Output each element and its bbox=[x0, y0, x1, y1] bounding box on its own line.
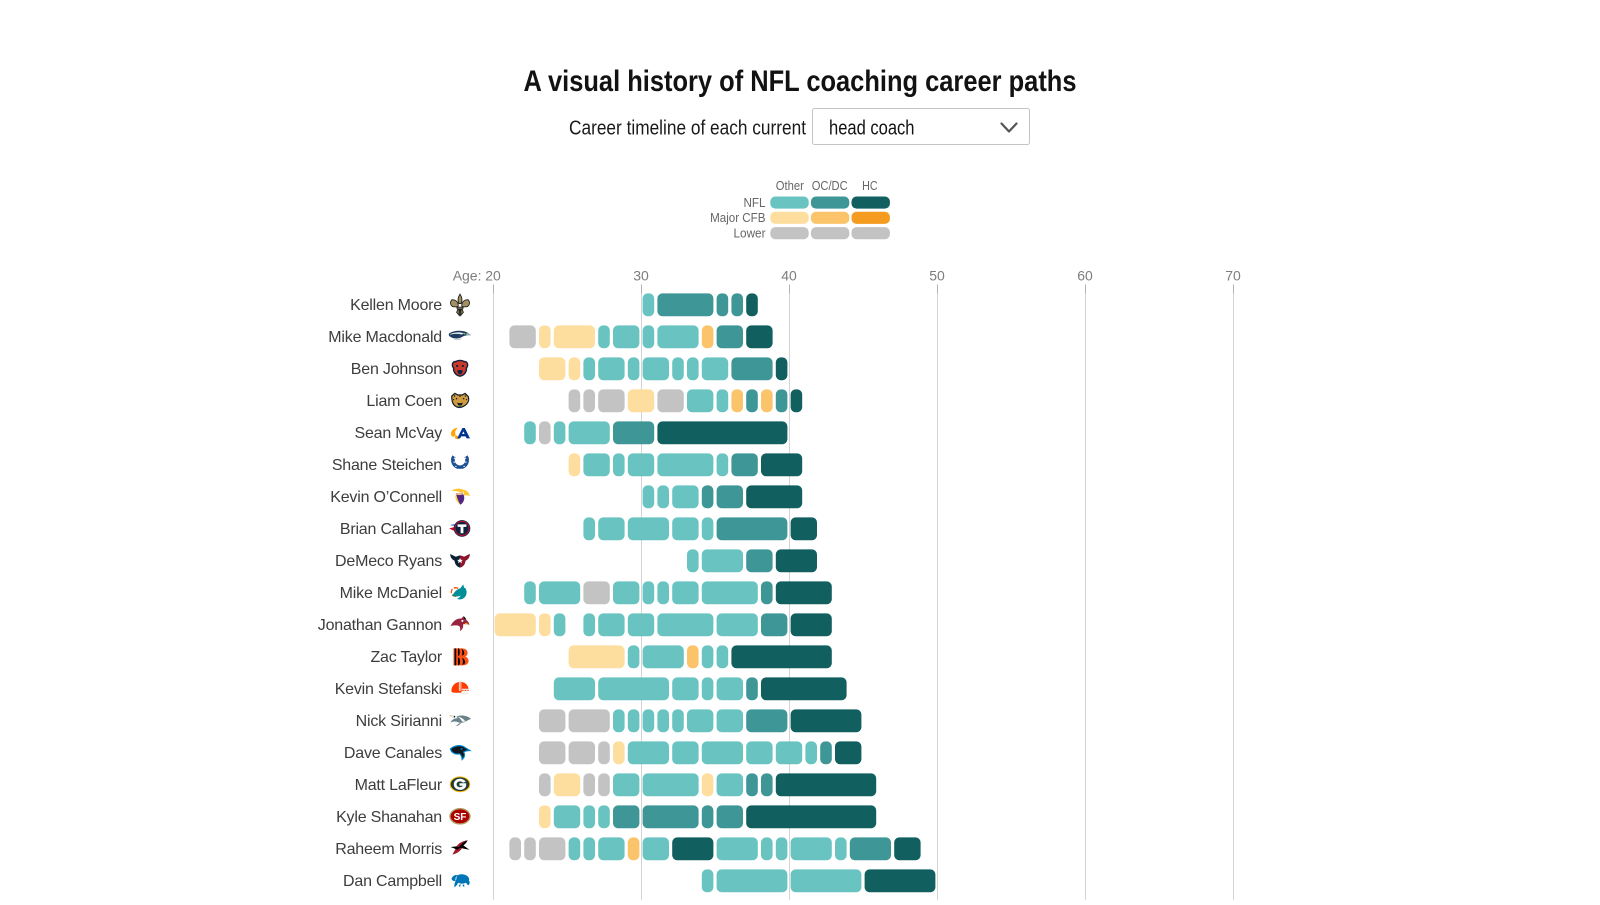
svg-text:Mike Macdonald: Mike Macdonald bbox=[328, 329, 442, 346]
svg-text:NFL: NFL bbox=[744, 196, 766, 210]
svg-text:Dave Canales: Dave Canales bbox=[344, 745, 442, 762]
svg-text:Brian Callahan: Brian Callahan bbox=[340, 521, 442, 538]
svg-text:Kevin O’Connell: Kevin O’Connell bbox=[330, 489, 442, 506]
svg-text:Other: Other bbox=[776, 179, 804, 193]
svg-text:Zac Taylor: Zac Taylor bbox=[370, 649, 442, 666]
svg-text:20: 20 bbox=[485, 268, 501, 284]
svg-text:Career timeline of each curren: Career timeline of each current bbox=[569, 117, 806, 140]
svg-text:HC: HC bbox=[862, 179, 878, 193]
svg-text:Lower: Lower bbox=[734, 227, 766, 241]
svg-text:Ben Johnson: Ben Johnson bbox=[351, 361, 442, 378]
svg-text:Matt LaFleur: Matt LaFleur bbox=[355, 777, 443, 794]
svg-text:Kevin Stefanski: Kevin Stefanski bbox=[335, 681, 442, 698]
svg-text:Sean McVay: Sean McVay bbox=[354, 425, 442, 442]
svg-text:Liam Coen: Liam Coen bbox=[366, 393, 442, 410]
svg-text:Nick Sirianni: Nick Sirianni bbox=[356, 713, 442, 730]
svg-text:A visual history of NFL coachi: A visual history of NFL coaching career … bbox=[524, 65, 1077, 98]
svg-text:70: 70 bbox=[1225, 268, 1241, 284]
svg-text:Raheem Morris: Raheem Morris bbox=[335, 841, 442, 858]
svg-text:OC/DC: OC/DC bbox=[812, 179, 848, 193]
svg-text:head coach: head coach bbox=[829, 117, 915, 140]
svg-text:Kellen Moore: Kellen Moore bbox=[350, 297, 442, 314]
svg-text:60: 60 bbox=[1077, 268, 1093, 284]
svg-text:Mike McDaniel: Mike McDaniel bbox=[340, 585, 442, 602]
svg-text:Shane Steichen: Shane Steichen bbox=[332, 457, 442, 474]
svg-text:Dan Campbell: Dan Campbell bbox=[343, 873, 442, 890]
svg-text:30: 30 bbox=[633, 268, 649, 284]
svg-text:50: 50 bbox=[929, 268, 945, 284]
svg-text:DeMeco Ryans: DeMeco Ryans bbox=[335, 553, 442, 570]
svg-text:Age:: Age: bbox=[453, 268, 482, 284]
svg-text:Jonathan Gannon: Jonathan Gannon bbox=[318, 617, 442, 634]
svg-text:Kyle Shanahan: Kyle Shanahan bbox=[336, 809, 442, 826]
svg-text:40: 40 bbox=[781, 268, 797, 284]
svg-text:Major CFB: Major CFB bbox=[710, 211, 765, 225]
